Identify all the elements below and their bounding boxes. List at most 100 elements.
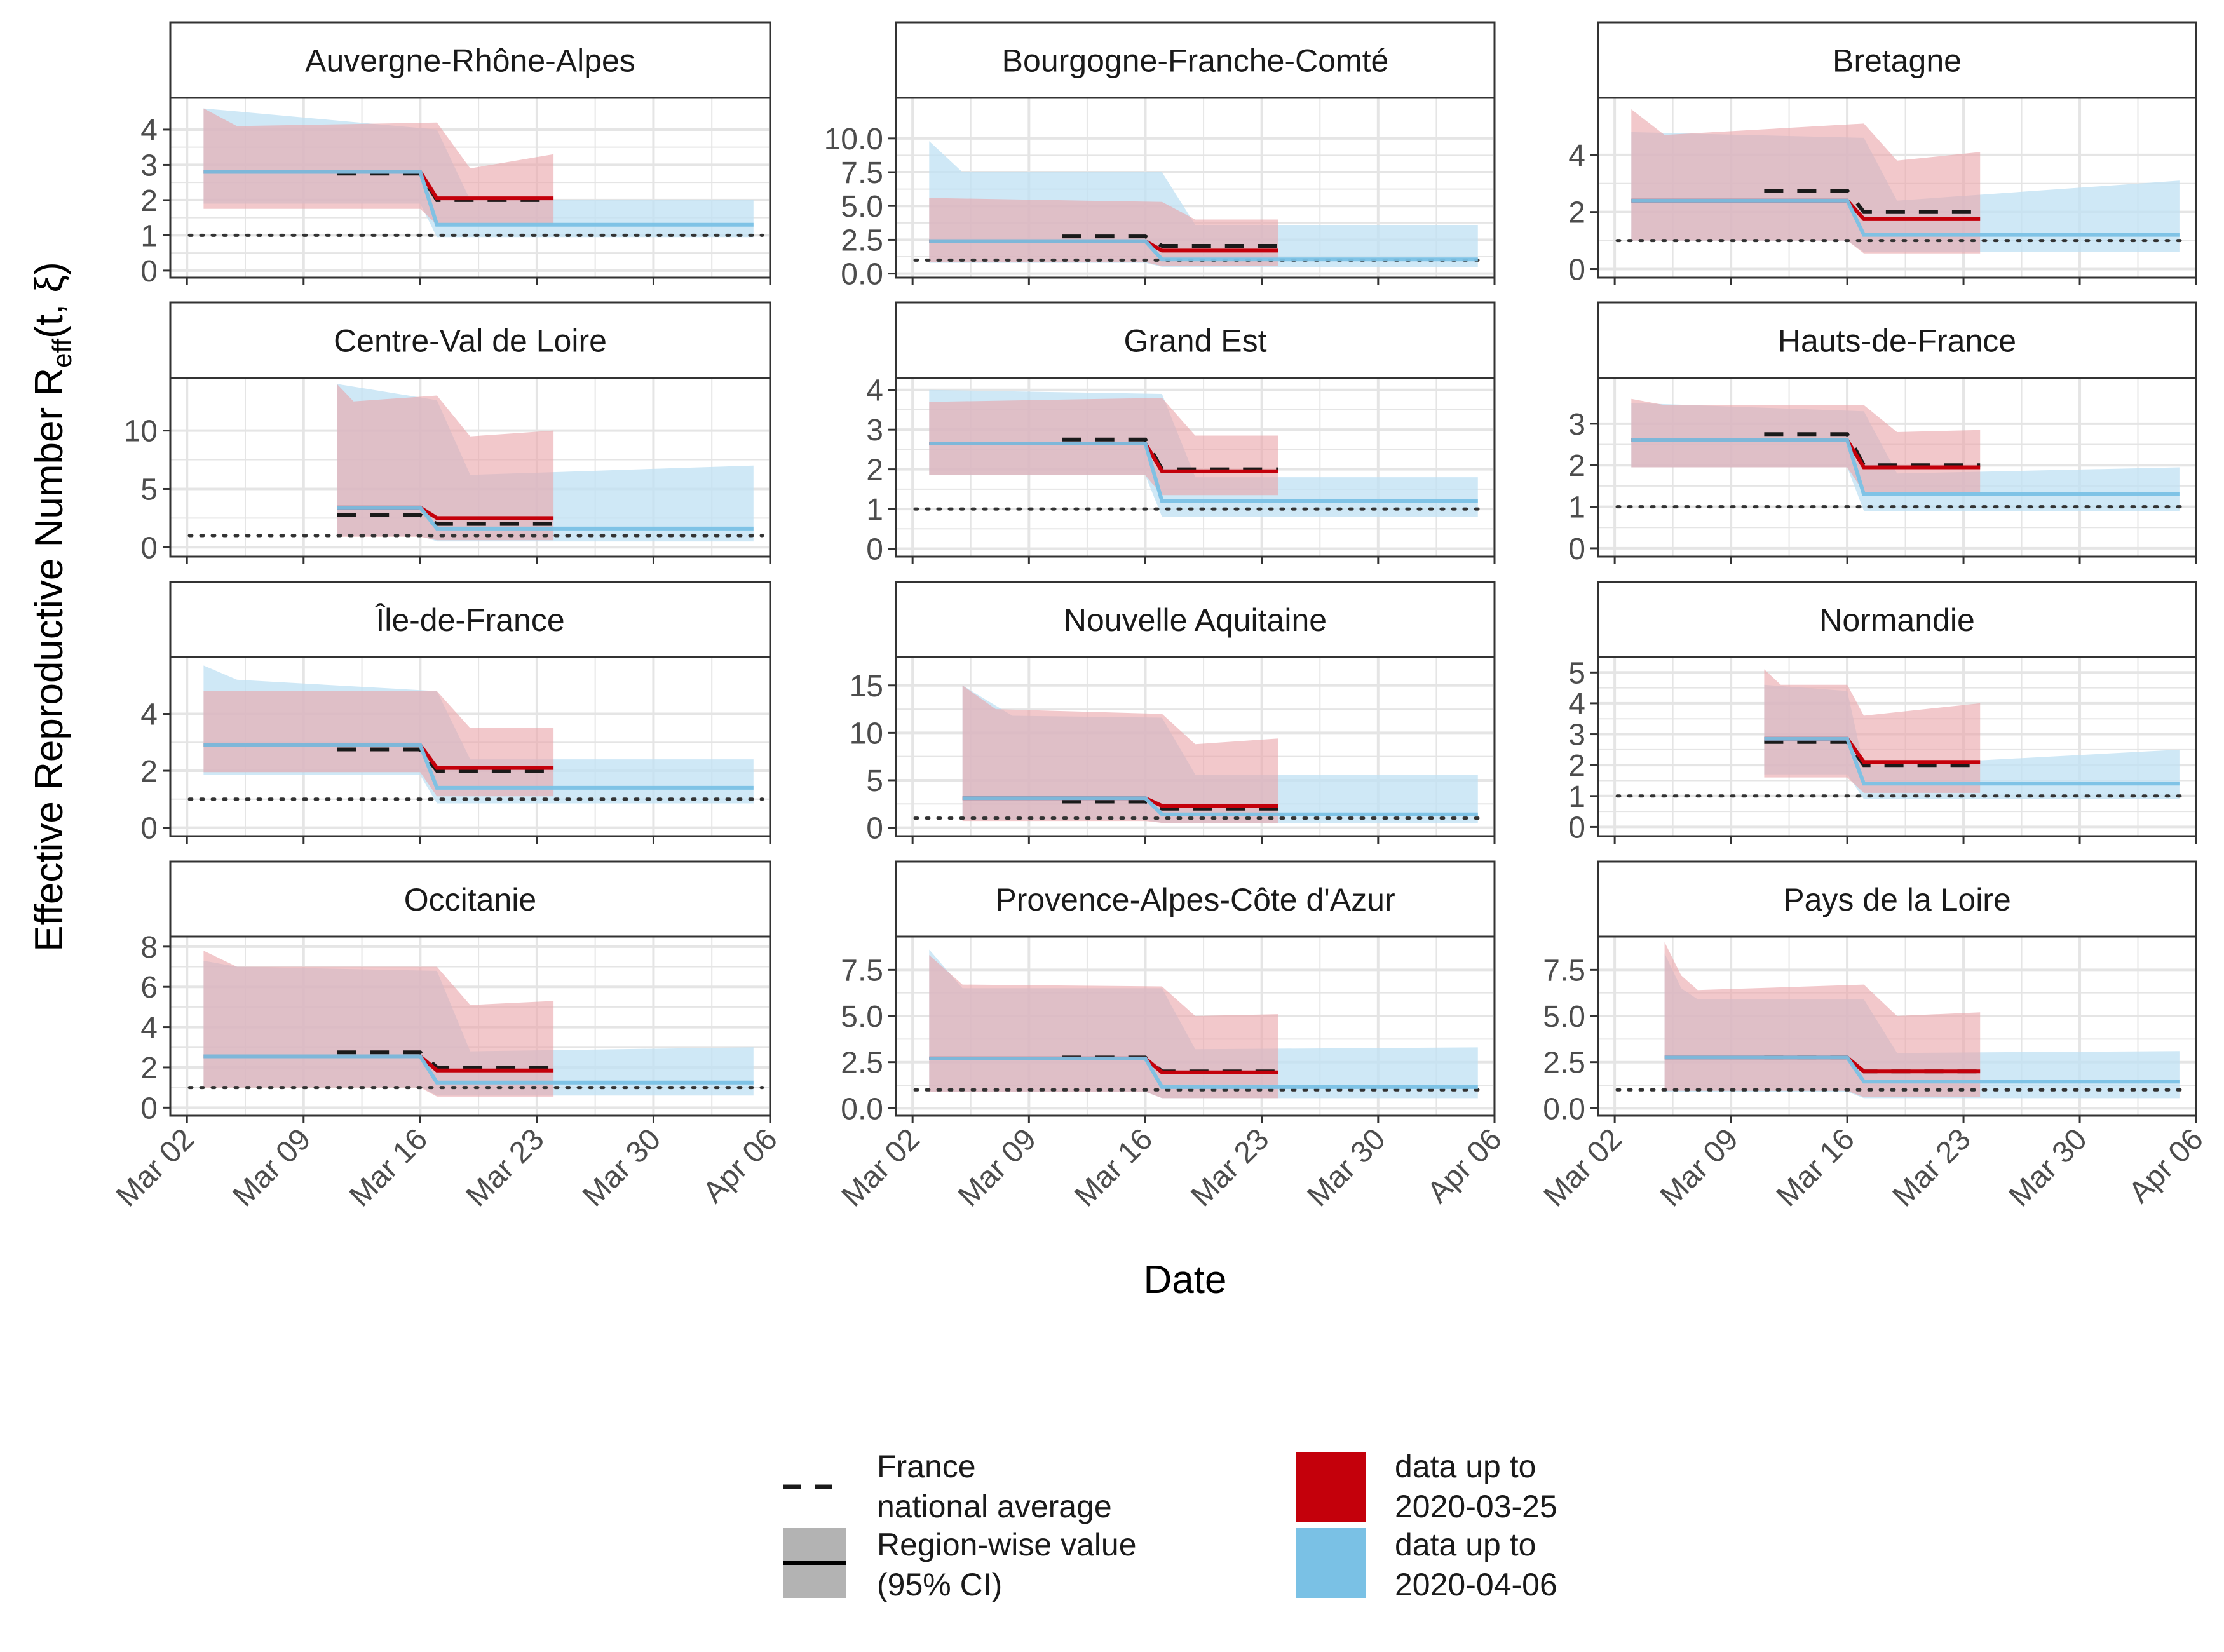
- y-tick-label: 1: [1568, 491, 1585, 525]
- region-line-blue: [929, 442, 1478, 503]
- y-axis-title-args: (t, ξ): [27, 262, 71, 339]
- ci-band-red: [929, 955, 1278, 1099]
- y-tick-label: 10: [850, 717, 883, 750]
- y-tick-label: 1: [1568, 780, 1585, 814]
- legend-swatch-red: [1296, 1452, 1366, 1522]
- y-tick-label: 5: [866, 764, 883, 798]
- facet-panel: Provence-Alpes-Côte d'Azur0.02.55.07.5Ma…: [836, 860, 1509, 1213]
- legend-label-red: data up to 2020-03-25: [1395, 1449, 1557, 1524]
- facet-strip: [895, 581, 1496, 658]
- legend: France national average Region-wise valu…: [783, 1449, 1557, 1602]
- facet-strip: [1597, 860, 2197, 938]
- y-tick-label: 2: [140, 755, 158, 789]
- facet-strip: [169, 21, 771, 99]
- region-line-blue: [1764, 736, 2180, 786]
- facet-strip-label: Bourgogne-Franche-Comté: [1002, 43, 1389, 79]
- panel-frame: [1597, 377, 2197, 558]
- panel-frame: [895, 656, 1496, 837]
- y-tick-label: 2: [866, 454, 883, 487]
- facet-panel: Île-de-France 0 2 4: [140, 581, 771, 846]
- national-average-line: [1764, 189, 1981, 214]
- y-tick-label: 4: [1568, 687, 1585, 721]
- panel-plot-area: [170, 937, 770, 1116]
- legend-label-national-average: France national average: [877, 1449, 1112, 1524]
- y-tick-label: 2: [1568, 449, 1585, 483]
- y-tick-label: 5.0: [841, 1000, 883, 1034]
- y-tick-label: 7.5: [841, 954, 883, 987]
- facet-strip: [169, 860, 771, 938]
- panel-plot-area: [1598, 378, 2196, 557]
- y-tick-label: 0: [866, 533, 883, 567]
- y-tick-label: 0: [866, 812, 883, 846]
- panel-frame: [1597, 935, 2197, 1117]
- facet-strip-label: Nouvelle Aquitaine: [1064, 602, 1327, 638]
- facet-panel: Grand Est 0 1 2 3 4: [866, 301, 1496, 567]
- region-line-blue: [203, 170, 754, 227]
- y-axis-title-subscript: eff: [47, 339, 77, 368]
- region-line-blue: [929, 239, 1478, 262]
- ci-band-red: [203, 108, 554, 225]
- panel-frame: [169, 935, 771, 1117]
- y-axis-title: Effective Reproductive Number Reff(t, ξ): [27, 262, 77, 952]
- panel-plot-area: [896, 937, 1495, 1116]
- region-line-blue: [1631, 198, 2180, 237]
- legend-label-blue: data up to 2020-04-06: [1395, 1527, 1557, 1602]
- panel-plot-area: [896, 98, 1495, 278]
- national-average-line: [1062, 799, 1278, 811]
- y-tick-label: 2: [140, 1052, 158, 1085]
- y-tick-label: 2.5: [841, 224, 883, 257]
- panel-frame: [1597, 656, 2197, 837]
- panel-frame: [169, 656, 771, 837]
- y-tick-label: 4: [140, 698, 158, 732]
- y-tick-label: 2: [1568, 749, 1585, 783]
- legend-label-line-1: Region-wise value: [877, 1527, 1137, 1562]
- facet-strip-label: Provence-Alpes-Côte d'Azur: [995, 882, 1395, 917]
- facet-strip-label: Grand Est: [1123, 323, 1266, 359]
- y-tick-label: 4: [140, 1012, 158, 1045]
- facet-strip: [1597, 21, 2197, 99]
- region-line-blue: [962, 796, 1478, 816]
- ci-band-red: [337, 384, 554, 541]
- y-tick-label: 4: [866, 374, 883, 408]
- y-tick-label: 0: [140, 531, 158, 565]
- national-average-line: [337, 1050, 554, 1069]
- y-tick-label: 4: [1568, 139, 1585, 173]
- y-tick-label: 2.5: [1543, 1046, 1585, 1080]
- panel-frame: [895, 377, 1496, 558]
- facet-strip-label: Normandie: [1819, 602, 1975, 638]
- y-tick-label: 10.0: [824, 123, 883, 156]
- y-tick-label: 2: [1568, 196, 1585, 230]
- facet-panel: Bretagne 0 2 4: [1568, 21, 2197, 287]
- region-line-blue: [1631, 438, 2180, 496]
- facet-strip: [1597, 301, 2197, 379]
- region-line-blue: [203, 1054, 754, 1085]
- legend-key-region-value: [783, 1528, 846, 1598]
- y-tick-label: 5.0: [1543, 1000, 1585, 1034]
- facet-strip-label: Hauts-de-France: [1778, 323, 2016, 359]
- facet-strip: [895, 301, 1496, 379]
- facet-panel: Nouvelle Aquitaine 0 5 10 15: [850, 581, 1496, 846]
- panel-frame: [169, 377, 771, 558]
- national-average-line: [1062, 234, 1278, 248]
- y-tick-label: 0: [140, 255, 158, 288]
- ci-band-red: [962, 685, 1278, 823]
- x-axis-title: Date: [1144, 1258, 1227, 1302]
- panel-frame: [895, 935, 1496, 1117]
- region-line-blue: [203, 743, 754, 790]
- panel-plot-area: [896, 378, 1495, 557]
- facet-strip-label: Pays de la Loire: [1783, 882, 2011, 917]
- y-tick-label: 1: [140, 219, 158, 253]
- national-average-line: [337, 513, 554, 526]
- legend-label-line-2: 2020-03-25: [1395, 1489, 1557, 1524]
- legend-label-line-2: 2020-04-06: [1395, 1567, 1557, 1602]
- panel-plot-area: [170, 657, 770, 836]
- facet-strip: [169, 301, 771, 379]
- y-tick-label: 3: [866, 414, 883, 447]
- region-line-blue: [1664, 1055, 2180, 1084]
- panel-plot-area: [170, 98, 770, 278]
- facet-strip-label: Bretagne: [1833, 43, 1962, 79]
